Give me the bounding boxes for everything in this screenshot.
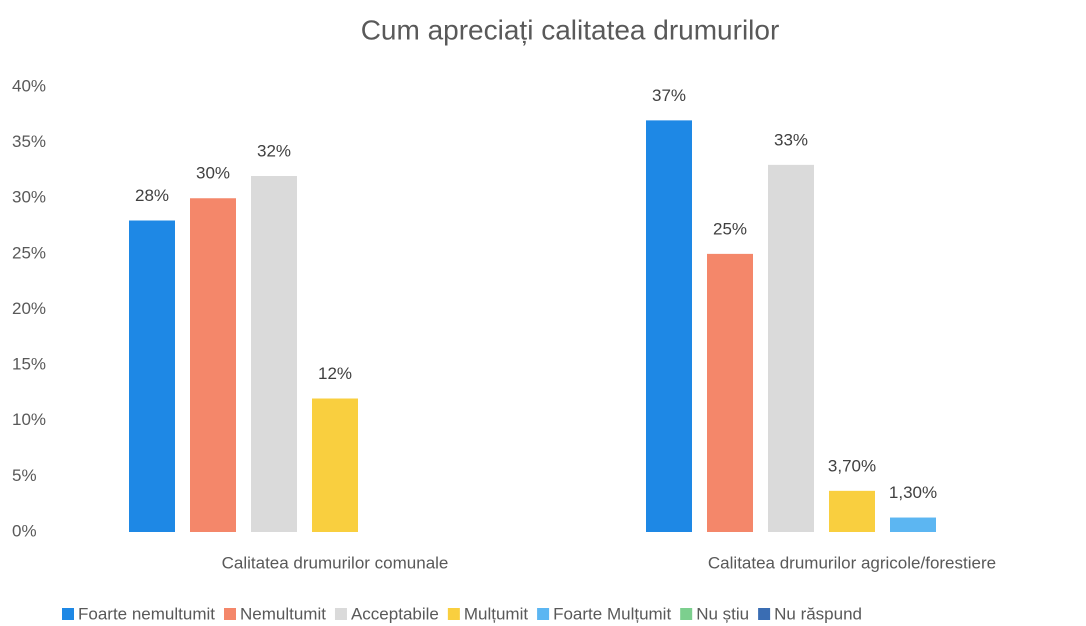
legend-label: Foarte Mulțumit xyxy=(553,604,671,623)
data-label: 37% xyxy=(652,86,686,105)
y-tick-label: 35% xyxy=(12,132,46,151)
data-label: 30% xyxy=(196,164,230,183)
legend-label: Nemultumit xyxy=(240,604,326,623)
legend-label: Nu știu xyxy=(696,604,749,623)
legend-label: Mulțumit xyxy=(464,604,529,623)
y-tick-label: 0% xyxy=(12,521,37,540)
legend-swatch xyxy=(334,608,347,620)
bar xyxy=(312,398,358,532)
data-label: 3,70% xyxy=(828,456,876,475)
legend-swatch xyxy=(537,608,550,620)
bar xyxy=(251,176,297,532)
y-tick-label: 40% xyxy=(12,76,46,95)
data-label: 12% xyxy=(318,364,352,383)
y-tick-label: 20% xyxy=(12,299,46,318)
legend-label: Acceptabile xyxy=(351,604,439,623)
data-label: 25% xyxy=(713,219,747,238)
legend-label: Nu răspund xyxy=(774,604,862,623)
y-tick-label: 10% xyxy=(12,410,46,429)
data-label: 33% xyxy=(774,130,808,149)
y-tick-label: 25% xyxy=(12,243,46,262)
bar xyxy=(768,164,814,532)
x-tick-label: Calitatea drumurilor comunale xyxy=(222,553,449,572)
x-tick-label: Calitatea drumurilor agricole/forestiere xyxy=(708,553,996,572)
legend-label: Foarte nemultumit xyxy=(78,604,215,623)
data-label: 32% xyxy=(257,141,291,160)
y-tick-label: 15% xyxy=(12,355,46,374)
bar xyxy=(646,120,692,532)
legend-swatch xyxy=(224,608,236,620)
legend-swatch xyxy=(62,608,74,620)
legend-swatch xyxy=(758,608,771,620)
bar xyxy=(707,253,753,532)
y-tick-label: 30% xyxy=(12,188,46,207)
legend-swatch xyxy=(680,608,693,620)
bar xyxy=(890,517,936,532)
data-label: 28% xyxy=(135,186,169,205)
legend-swatch xyxy=(447,608,460,620)
chart-title: Cum apreciați calitatea drumurilor xyxy=(361,14,780,45)
y-tick-label: 5% xyxy=(12,466,37,485)
bar xyxy=(829,490,875,532)
bar xyxy=(190,198,236,532)
bar xyxy=(129,220,175,532)
data-label: 1,30% xyxy=(889,483,937,502)
